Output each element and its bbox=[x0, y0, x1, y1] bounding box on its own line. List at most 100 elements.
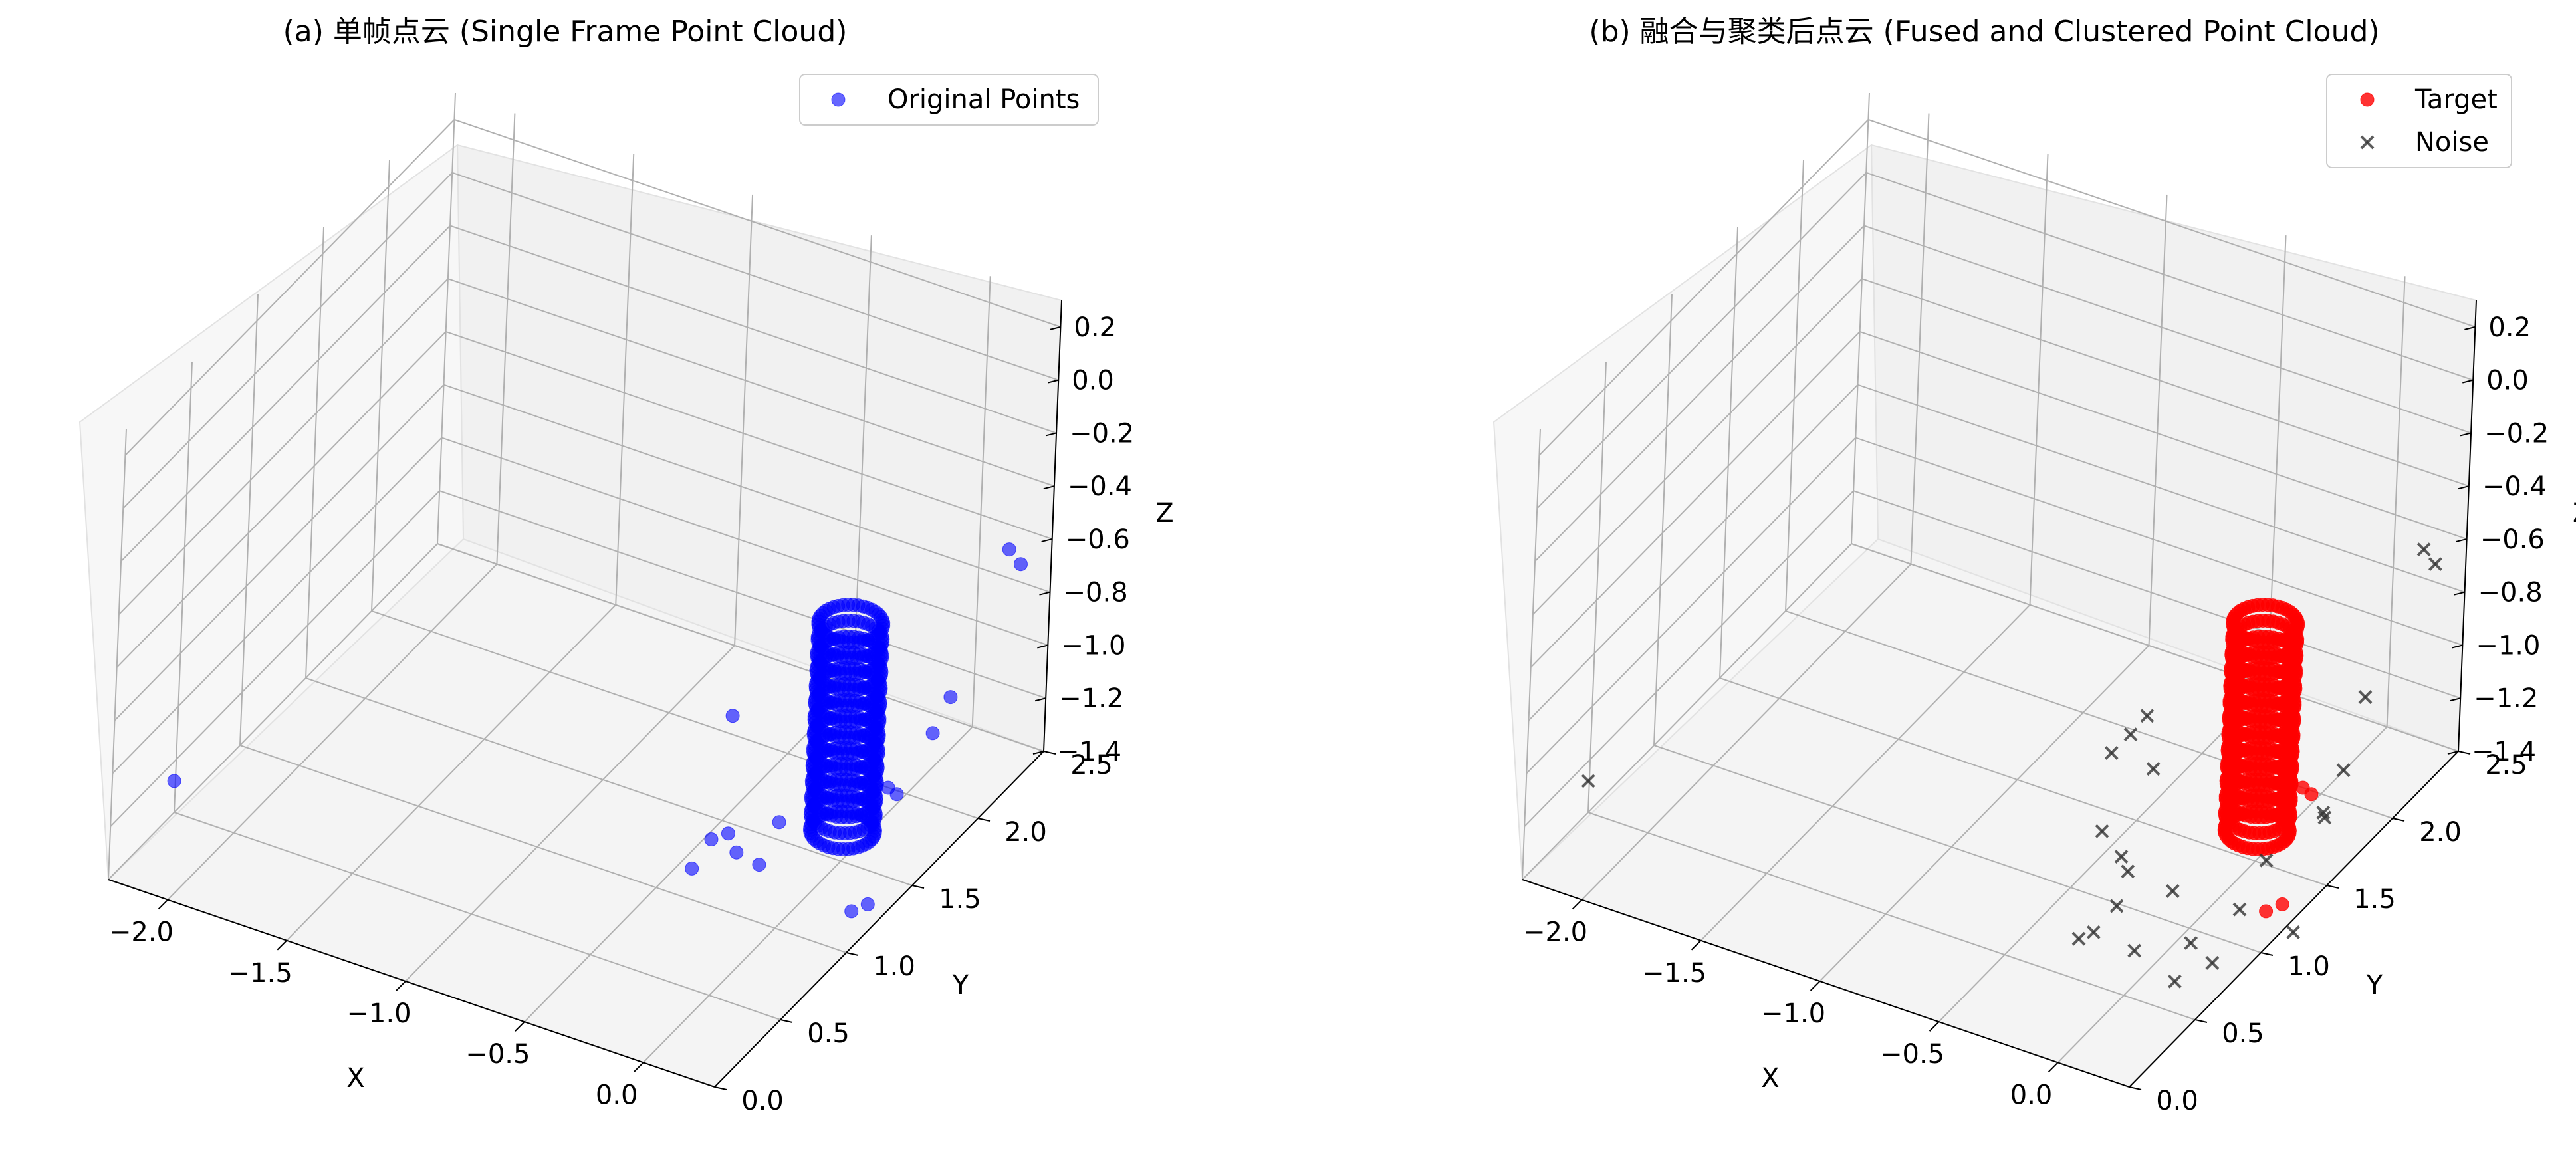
z-tick-label: −0.4 bbox=[2482, 471, 2547, 502]
legend-label-original-points: Original Points bbox=[887, 84, 1080, 115]
x-tick-mark bbox=[1810, 981, 1821, 991]
x-tick-label: −0.5 bbox=[465, 1039, 530, 1070]
z-tick-mark bbox=[1047, 379, 1059, 384]
x-tick-mark bbox=[515, 1021, 525, 1032]
noise-point bbox=[2416, 542, 2431, 557]
x-tick-mark bbox=[1691, 940, 1702, 951]
original-points-point bbox=[844, 904, 859, 919]
noise-point bbox=[2114, 850, 2129, 864]
z-tick-mark bbox=[2458, 485, 2470, 490]
noise-point bbox=[2259, 853, 2274, 868]
panel-a-x-axis-line bbox=[108, 879, 715, 1088]
z-tick-label: 0.2 bbox=[1074, 312, 1116, 343]
panel-b-ticks: −2.0−1.5−1.0−0.50.0 0.00.51.01.52.02.5−1.… bbox=[1523, 312, 2549, 1116]
legend-label-noise: Noise bbox=[2415, 127, 2489, 158]
z-tick-label: −1.2 bbox=[1059, 683, 1123, 714]
panel-b-x-axis-line bbox=[1522, 879, 2130, 1088]
z-tick-label: 0.2 bbox=[2488, 312, 2531, 343]
original-points-point bbox=[729, 845, 744, 860]
z-tick-label: 0.0 bbox=[1072, 366, 1114, 396]
z-tick-label: −0.8 bbox=[1064, 578, 1128, 608]
z-tick-mark bbox=[1050, 326, 1061, 330]
noise-point bbox=[2205, 955, 2220, 970]
panel-b-x-axis-label: X bbox=[1761, 1063, 1779, 1094]
x-tick-label: −1.5 bbox=[1642, 958, 1706, 989]
x-tick-mark bbox=[633, 1062, 644, 1073]
z-tick-mark bbox=[1041, 538, 1052, 542]
original-points-point bbox=[814, 641, 829, 655]
x-tick-mark bbox=[277, 940, 287, 951]
panel-a-x-axis-label: X bbox=[346, 1063, 364, 1094]
y-tick-mark bbox=[911, 885, 925, 889]
x-tick-label: 0.0 bbox=[2010, 1080, 2053, 1110]
original-points-point bbox=[725, 709, 740, 723]
z-tick-mark bbox=[2449, 697, 2461, 702]
panel-b: (b) 融合与聚类后点云 (Fused and Clustered Point … bbox=[1492, 15, 2576, 1116]
z-tick-mark bbox=[2456, 538, 2467, 542]
panel-a-y-axis-line bbox=[714, 751, 1044, 1088]
panel-b-points bbox=[1581, 542, 2442, 989]
y-tick-mark bbox=[977, 818, 991, 822]
panel-a: (a) 单帧点云 (Single Frame Point Cloud) −2.0… bbox=[78, 15, 1174, 1116]
panel-b-y-axis-label: Y bbox=[2366, 970, 2383, 1000]
y-tick-mark bbox=[780, 1019, 793, 1023]
x-tick-mark bbox=[2048, 1062, 2059, 1073]
x-tick-label: −2.0 bbox=[109, 917, 174, 948]
noise-point bbox=[2167, 974, 2182, 989]
noise-point bbox=[2336, 763, 2351, 778]
panel-b-title: (b) 融合与聚类后点云 (Fused and Clustered Point … bbox=[1589, 15, 2379, 49]
original-points-point bbox=[943, 690, 958, 705]
y-tick-label: 1.5 bbox=[2353, 884, 2396, 915]
noise-point bbox=[2123, 727, 2138, 742]
x-tick-mark bbox=[158, 899, 169, 910]
z-tick-mark bbox=[2460, 432, 2472, 437]
y-tick-mark bbox=[2326, 885, 2339, 889]
noise-point bbox=[2428, 557, 2442, 572]
x-tick-label: −2.0 bbox=[1523, 917, 1587, 948]
noise-point bbox=[2127, 943, 2142, 958]
z-tick-label: −0.8 bbox=[2478, 578, 2543, 608]
noise-point bbox=[2358, 690, 2373, 704]
y-tick-label: 0.5 bbox=[807, 1018, 850, 1049]
noise-point bbox=[2121, 864, 2135, 879]
noise-point bbox=[2071, 931, 2086, 946]
noise-point bbox=[2095, 824, 2109, 838]
panel-a-ticks: −2.0−1.5−1.0−0.50.0 0.00.51.01.52.02.5−1.… bbox=[109, 312, 1134, 1116]
z-tick-label: −0.2 bbox=[2484, 418, 2549, 449]
y-tick-mark bbox=[846, 952, 859, 956]
z-tick-mark bbox=[1039, 591, 1050, 596]
x-tick-mark bbox=[396, 981, 406, 991]
noise-point bbox=[2286, 925, 2301, 939]
y-tick-label: 2.0 bbox=[2419, 817, 2462, 848]
y-tick-label: 2.5 bbox=[2485, 750, 2527, 780]
x-tick-label: −1.0 bbox=[346, 998, 411, 1029]
z-tick-label: −0.6 bbox=[1066, 525, 1130, 555]
z-tick-mark bbox=[1037, 644, 1048, 649]
x-tick-label: −1.5 bbox=[228, 958, 293, 989]
noise-point bbox=[2146, 762, 2161, 776]
z-tick-mark bbox=[2454, 591, 2465, 596]
z-tick-mark bbox=[2462, 379, 2474, 384]
original-points-point bbox=[721, 826, 735, 841]
noise-point bbox=[2104, 746, 2119, 760]
target-point bbox=[2229, 641, 2244, 655]
z-tick-mark bbox=[1045, 432, 1057, 437]
panel-a-legend-frame bbox=[799, 74, 1099, 126]
target-point bbox=[2275, 897, 2289, 911]
y-tick-mark bbox=[2458, 751, 2471, 755]
panel-a-z-axis-label: Z bbox=[1155, 498, 1173, 528]
z-tick-label: −1.0 bbox=[2476, 630, 2540, 661]
y-tick-label: 1.5 bbox=[939, 884, 981, 915]
original-points-point bbox=[1002, 542, 1016, 557]
noise-point bbox=[2087, 925, 2101, 939]
z-tick-label: −1.4 bbox=[2472, 737, 2536, 767]
y-tick-label: 0.5 bbox=[2222, 1018, 2264, 1049]
x-tick-mark bbox=[1572, 899, 1583, 910]
original-points-point bbox=[1014, 557, 1028, 572]
y-tick-mark bbox=[1043, 751, 1056, 755]
z-tick-mark bbox=[2464, 326, 2476, 330]
original-points-point bbox=[889, 787, 904, 802]
original-points-point bbox=[860, 897, 875, 911]
z-tick-mark bbox=[2452, 644, 2463, 649]
x-tick-label: 0.0 bbox=[596, 1080, 638, 1110]
